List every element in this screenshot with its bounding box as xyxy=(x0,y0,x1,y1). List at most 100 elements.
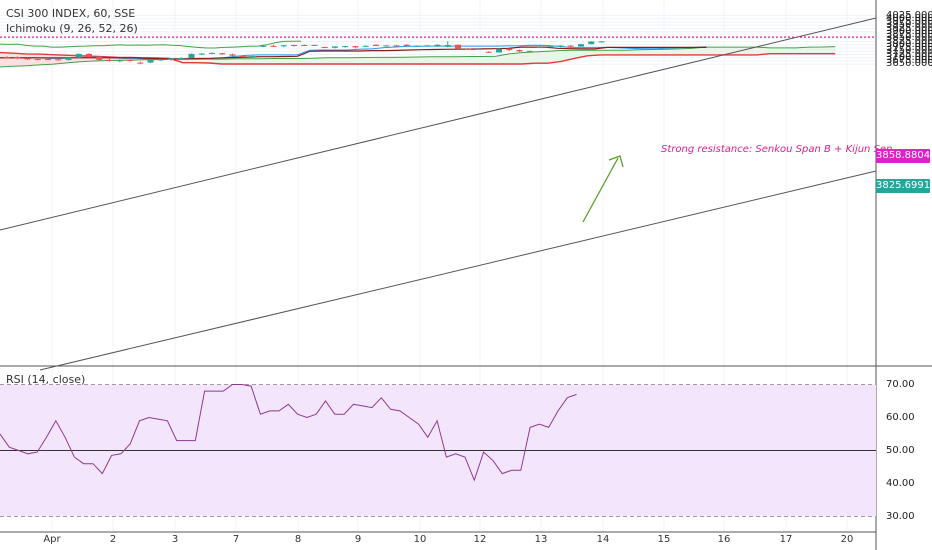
candle-body xyxy=(516,49,523,52)
candle xyxy=(496,48,502,53)
candle xyxy=(434,44,441,47)
time-tick-label: Apr xyxy=(43,534,61,545)
candle-body xyxy=(455,44,461,49)
rsi-tick-label: 40.00 xyxy=(886,477,915,489)
candle-body xyxy=(465,48,472,50)
cloud-bearish xyxy=(0,52,183,67)
candle xyxy=(147,58,154,64)
price-tick-label: 3675.0000 xyxy=(886,55,932,66)
candle-body xyxy=(45,59,51,61)
candle xyxy=(209,52,215,55)
candle-body xyxy=(270,45,277,47)
candle xyxy=(301,44,308,47)
time-tick-label: 14 xyxy=(596,534,610,545)
candle-body xyxy=(414,45,420,47)
rsi-tick-label: 30.00 xyxy=(886,510,915,522)
resistance-price-tag: 3858.8804 xyxy=(876,149,931,163)
price-tick-label: 3925.0000 xyxy=(886,22,932,34)
candle xyxy=(475,48,482,50)
resistance-annotation: Strong resistance: Senkou Span B + Kijun… xyxy=(661,144,893,155)
candle-body xyxy=(557,45,564,47)
candle xyxy=(567,45,574,47)
price-tick-label: 3725.0000 xyxy=(886,48,932,60)
candle-body xyxy=(198,53,205,55)
candle xyxy=(332,46,338,49)
candle-body xyxy=(301,45,308,47)
time-tick-label: 9 xyxy=(354,534,362,545)
candle xyxy=(526,50,533,53)
cloud-bullish xyxy=(182,46,836,64)
rsi-line xyxy=(0,384,577,482)
candle xyxy=(260,45,267,48)
candle-body xyxy=(373,44,379,46)
candle-body xyxy=(547,46,554,48)
rsi-indicator-label: RSI (14, close) xyxy=(6,373,86,386)
rsi-tick-label: 60.00 xyxy=(886,411,915,423)
candle xyxy=(34,57,41,61)
last-price-tag: 3825.6991 xyxy=(876,179,931,193)
forecast-arrow-head xyxy=(608,155,624,168)
price-tick-label: 3825.0000 xyxy=(886,35,932,47)
candle-body xyxy=(65,57,72,60)
candle xyxy=(198,52,205,55)
candle-body xyxy=(475,48,482,50)
price-tick-label: 3950.0000 xyxy=(886,19,932,31)
candle-body xyxy=(219,53,226,55)
rsi-tick-label: 50.00 xyxy=(886,444,915,456)
candle xyxy=(239,55,246,58)
candle-body xyxy=(147,59,154,63)
candle xyxy=(127,59,133,62)
candle-body xyxy=(332,46,338,48)
price-tick-label: 3750.0000 xyxy=(886,45,932,57)
candle xyxy=(516,49,523,53)
candle-body xyxy=(188,53,195,59)
candle xyxy=(188,53,195,59)
candle xyxy=(219,52,226,55)
candle xyxy=(383,45,390,47)
candle xyxy=(506,48,513,52)
price-tick-label: 3800.0000 xyxy=(886,38,932,50)
candle xyxy=(280,45,287,48)
candle xyxy=(352,45,359,49)
candle xyxy=(362,45,369,47)
candle xyxy=(588,41,595,45)
candle xyxy=(598,41,605,43)
candle-body xyxy=(280,45,287,47)
candle-body xyxy=(137,62,144,64)
candle-body xyxy=(178,58,185,60)
candle xyxy=(557,45,564,48)
candle-body xyxy=(157,59,164,61)
symbol-title: CSI 300 INDEX, 60, SSE xyxy=(6,7,136,20)
candle-body xyxy=(75,53,82,58)
candle xyxy=(65,57,72,61)
price-tick-label: 3650.0000 xyxy=(886,58,932,70)
candle xyxy=(14,56,21,60)
candle xyxy=(321,46,328,49)
candle-body xyxy=(14,57,21,59)
time-tick-label: 8 xyxy=(294,534,302,545)
candle-body xyxy=(260,45,267,47)
time-tick-label: 12 xyxy=(473,534,487,545)
candle xyxy=(96,56,103,61)
candle xyxy=(45,57,51,61)
candle xyxy=(106,58,113,62)
candle-body xyxy=(96,56,103,60)
candle-body xyxy=(588,41,595,45)
candle xyxy=(414,45,420,47)
candle xyxy=(24,57,31,60)
candle-body xyxy=(567,45,574,47)
time-tick-label: 10 xyxy=(413,534,427,545)
chikou-span-line xyxy=(0,40,302,49)
candle xyxy=(465,48,472,50)
candle xyxy=(178,57,185,60)
candle-body xyxy=(496,48,502,53)
candle-body xyxy=(393,45,400,47)
candle-body xyxy=(352,46,359,48)
candle xyxy=(547,45,554,48)
candle-body xyxy=(127,59,133,61)
time-tick-label: 17 xyxy=(779,534,793,545)
candle xyxy=(55,58,62,61)
candle xyxy=(137,61,144,65)
